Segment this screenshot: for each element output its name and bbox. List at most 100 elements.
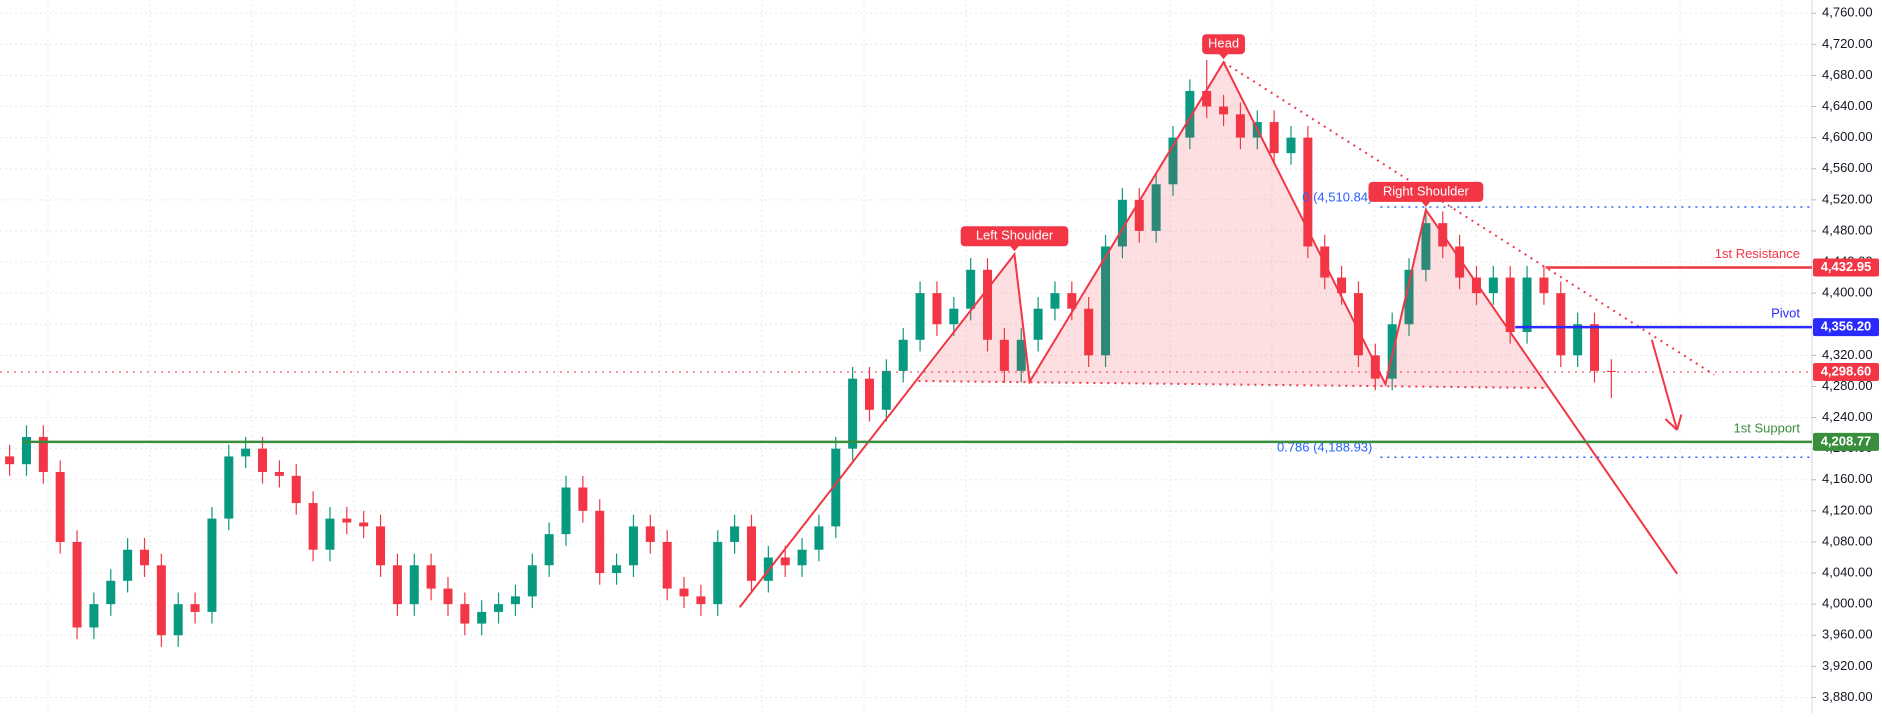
annotation-box — [1368, 181, 1484, 202]
annotation-pointer — [1218, 53, 1229, 60]
price-label: 4,356.20 — [1821, 319, 1872, 334]
candle-body — [730, 526, 740, 542]
candle-body — [1151, 184, 1161, 231]
candle-body — [595, 510, 605, 574]
annotation-text: Right Shoulder — [1383, 183, 1470, 198]
candle-body — [628, 526, 638, 566]
candle-body — [190, 604, 200, 612]
candle-body — [915, 293, 925, 340]
level-label: 1st Resistance — [1715, 246, 1800, 261]
candle-body — [258, 448, 268, 472]
annotation-pointer — [1420, 200, 1431, 207]
candle-body — [780, 557, 790, 566]
candle-body — [527, 565, 537, 597]
arrow-head — [1664, 418, 1678, 431]
candle-body — [156, 565, 166, 636]
candle-body — [1404, 269, 1414, 325]
fib-label: 0.786 (4,188.93) — [1277, 440, 1372, 455]
y-tick-label: 4,240.00 — [1822, 409, 1873, 424]
candle-body — [173, 604, 183, 636]
candle-body — [814, 526, 824, 550]
candle-body — [1269, 122, 1279, 154]
candle-body — [308, 503, 318, 550]
y-tick-label: 4,640.00 — [1822, 98, 1873, 113]
candle-body — [746, 526, 756, 581]
candle-body — [1522, 277, 1532, 333]
annotation-box — [1202, 34, 1245, 55]
candle-body — [561, 487, 571, 535]
candle-body — [1117, 199, 1127, 247]
y-tick-label: 4,000.00 — [1822, 596, 1873, 611]
candle-body — [544, 534, 554, 566]
candle-body — [376, 526, 386, 566]
y-tick-label: 4,680.00 — [1822, 67, 1873, 82]
candle-body — [426, 565, 436, 589]
candle-body — [1353, 293, 1363, 356]
candle-body — [1050, 293, 1060, 309]
price-label: 4,298.60 — [1821, 363, 1872, 378]
candle-body — [274, 471, 284, 476]
y-tick-label: 3,960.00 — [1822, 627, 1873, 642]
candle-body — [1202, 90, 1212, 107]
candle-body — [983, 269, 993, 340]
y-tick-label: 4,560.00 — [1822, 160, 1873, 175]
candle-body — [797, 549, 807, 566]
candle-body — [443, 588, 453, 605]
candle-body — [1016, 339, 1026, 371]
candle-body — [1539, 277, 1549, 294]
candle-body — [696, 596, 706, 605]
candle-body — [359, 522, 369, 527]
price-label-box — [1813, 362, 1879, 381]
candle-body — [1033, 308, 1043, 340]
candle-body — [864, 378, 874, 410]
candle-body — [1235, 114, 1245, 138]
candle-body — [1556, 293, 1566, 356]
candle-body — [1067, 293, 1077, 309]
candle-body — [460, 604, 470, 624]
candle-body — [38, 436, 48, 472]
annotation-box — [960, 226, 1069, 247]
candle-body — [89, 604, 99, 628]
trend-line — [1223, 61, 1715, 376]
candle-body — [1286, 137, 1296, 154]
price-label: 4,208.77 — [1821, 433, 1872, 448]
y-tick-label: 4,480.00 — [1822, 222, 1873, 237]
level-label: 1st Support — [1734, 420, 1801, 435]
candle-body — [1606, 370, 1616, 372]
annotation-text: Head — [1208, 36, 1239, 51]
candle-body — [1134, 199, 1144, 231]
y-tick-label: 4,520.00 — [1822, 191, 1873, 206]
candle-body — [1084, 308, 1094, 356]
level-label: Pivot — [1771, 306, 1800, 321]
candle-body — [325, 518, 335, 550]
candle-body — [1488, 277, 1498, 294]
candle-body — [392, 565, 402, 605]
y-tick-label: 4,120.00 — [1822, 502, 1873, 517]
price-label-box — [1813, 318, 1879, 337]
y-tick-label: 4,400.00 — [1822, 285, 1873, 300]
candle-body — [898, 339, 908, 371]
y-tick-label: 3,880.00 — [1822, 689, 1873, 704]
candle-body — [1337, 277, 1347, 294]
candle-body — [1185, 90, 1195, 138]
candle-body — [1471, 277, 1481, 294]
candle-body — [510, 596, 520, 605]
y-tick-label: 4,320.00 — [1822, 347, 1873, 362]
candle-body — [1421, 223, 1431, 270]
candle-body — [72, 541, 82, 628]
candle-body — [21, 436, 31, 465]
candle-body — [713, 541, 723, 605]
candle-body — [612, 565, 622, 574]
candle-body — [5, 456, 15, 465]
candle-body — [1573, 324, 1583, 356]
candle-body — [881, 370, 891, 410]
candle-body — [477, 611, 487, 624]
candle-body — [1505, 277, 1515, 333]
candle-body — [224, 456, 234, 519]
candle-body — [679, 588, 689, 597]
candle-body — [494, 604, 504, 612]
price-label-box — [1813, 432, 1879, 451]
y-tick-label: 4,080.00 — [1822, 533, 1873, 548]
